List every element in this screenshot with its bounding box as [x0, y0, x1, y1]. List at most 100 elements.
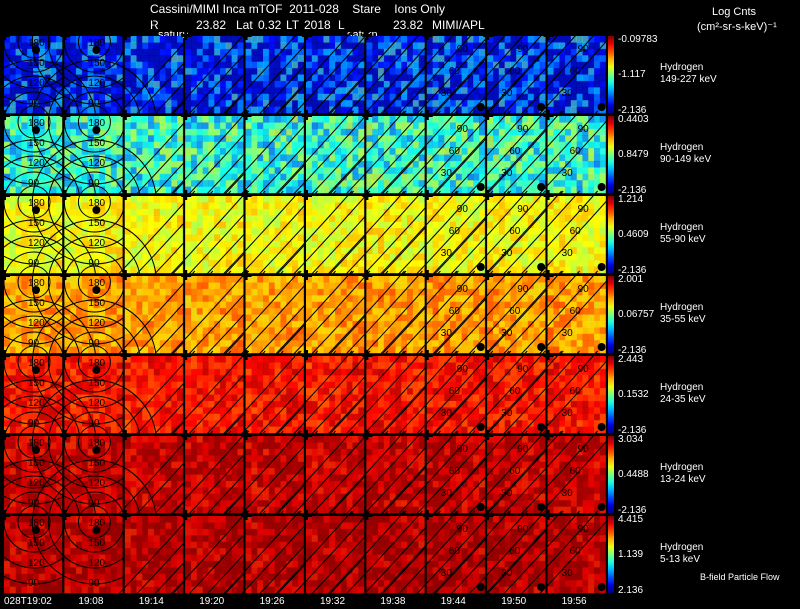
count-pixel — [124, 154, 131, 162]
count-pixel — [504, 240, 511, 248]
count-pixel — [504, 160, 511, 168]
count-pixel — [99, 186, 106, 194]
count-pixel — [412, 68, 419, 75]
count-pixel — [44, 180, 51, 187]
count-pixel — [570, 160, 577, 168]
count-pixel — [9, 173, 16, 181]
count-pixel — [358, 346, 365, 354]
count-pixel — [50, 106, 57, 114]
count-pixel — [510, 116, 517, 123]
count-pixel — [493, 173, 500, 181]
count-pixel — [407, 253, 414, 261]
count-pixel — [130, 42, 137, 50]
count-pixel — [479, 135, 486, 143]
count-pixel — [479, 55, 486, 63]
count-pixel — [245, 55, 252, 63]
count-pixel — [335, 36, 342, 43]
count-pixel — [153, 180, 160, 187]
count-pixel — [44, 128, 51, 136]
count-pixel — [418, 141, 425, 149]
count-pixel — [323, 80, 330, 88]
count-pixel — [136, 87, 143, 95]
count-pixel — [311, 93, 318, 101]
count-pixel — [50, 333, 57, 341]
count-pixel — [366, 208, 373, 216]
count-pixel — [335, 141, 342, 149]
count-pixel — [21, 295, 28, 303]
count-pixel — [553, 116, 560, 123]
count-pixel — [159, 282, 166, 290]
count-pixel — [553, 266, 560, 274]
count-pixel — [286, 100, 293, 107]
count-pixel — [467, 276, 474, 283]
count-pixel — [498, 68, 505, 75]
count-pixel — [498, 234, 505, 242]
count-pixel — [479, 228, 486, 235]
count-pixel — [418, 253, 425, 261]
count-pixel — [110, 282, 117, 290]
count-pixel — [418, 167, 425, 175]
count-pixel — [306, 295, 313, 303]
count-pixel — [142, 80, 149, 88]
count-pixel — [93, 173, 100, 181]
count-pixel — [522, 42, 529, 50]
count-pixel — [87, 154, 94, 162]
count-pixel — [142, 68, 149, 75]
count-pixel — [105, 122, 112, 130]
count-pixel — [297, 186, 304, 194]
count-pixel — [378, 42, 385, 50]
count-pixel — [297, 100, 304, 107]
count-pixel — [64, 42, 71, 50]
count-pixel — [268, 228, 275, 235]
count-pixel — [498, 247, 505, 255]
count-pixel — [185, 154, 192, 162]
count-pixel — [185, 215, 192, 223]
count-pixel — [81, 240, 88, 248]
count-pixel — [418, 154, 425, 162]
count-pixel — [263, 320, 270, 328]
count-pixel — [274, 160, 281, 168]
count-pixel — [116, 253, 123, 261]
count-pixel — [202, 295, 209, 303]
count-pixel — [165, 135, 172, 143]
count-pixel — [329, 160, 336, 168]
count-pixel — [110, 327, 117, 335]
count-pixel — [527, 228, 534, 235]
count-pixel — [372, 93, 379, 101]
count-pixel — [268, 208, 275, 216]
count-pixel — [565, 128, 572, 136]
count-pixel — [553, 240, 560, 248]
count-pixel — [317, 202, 324, 210]
count-pixel — [81, 154, 88, 162]
count-pixel — [389, 308, 396, 315]
count-pixel — [87, 135, 94, 143]
count-pixel — [87, 122, 94, 130]
count-pixel — [450, 202, 457, 210]
count-pixel — [407, 55, 414, 63]
count-pixel — [432, 234, 439, 242]
count-pixel — [426, 128, 433, 136]
count-pixel — [280, 253, 287, 261]
count-pixel — [136, 68, 143, 75]
count-pixel — [105, 320, 112, 328]
count-pixel — [257, 122, 264, 130]
count-pixel — [504, 234, 511, 242]
count-pixel — [553, 173, 560, 181]
count-pixel — [191, 167, 198, 175]
count-pixel — [432, 135, 439, 143]
count-pixel — [292, 186, 299, 194]
count-pixel — [292, 234, 299, 242]
count-pixel — [196, 202, 203, 210]
count-pixel — [4, 215, 11, 223]
count-pixel — [27, 282, 34, 290]
count-pixel — [378, 160, 385, 168]
count-pixel — [9, 180, 16, 187]
count-pixel — [527, 128, 534, 136]
count-pixel — [340, 340, 347, 347]
count-pixel — [208, 48, 215, 56]
count-pixel — [547, 48, 554, 56]
count-pixel — [401, 282, 408, 290]
crosshair-marker — [3, 270, 6, 280]
pitch-angle-contour — [464, 190, 546, 279]
